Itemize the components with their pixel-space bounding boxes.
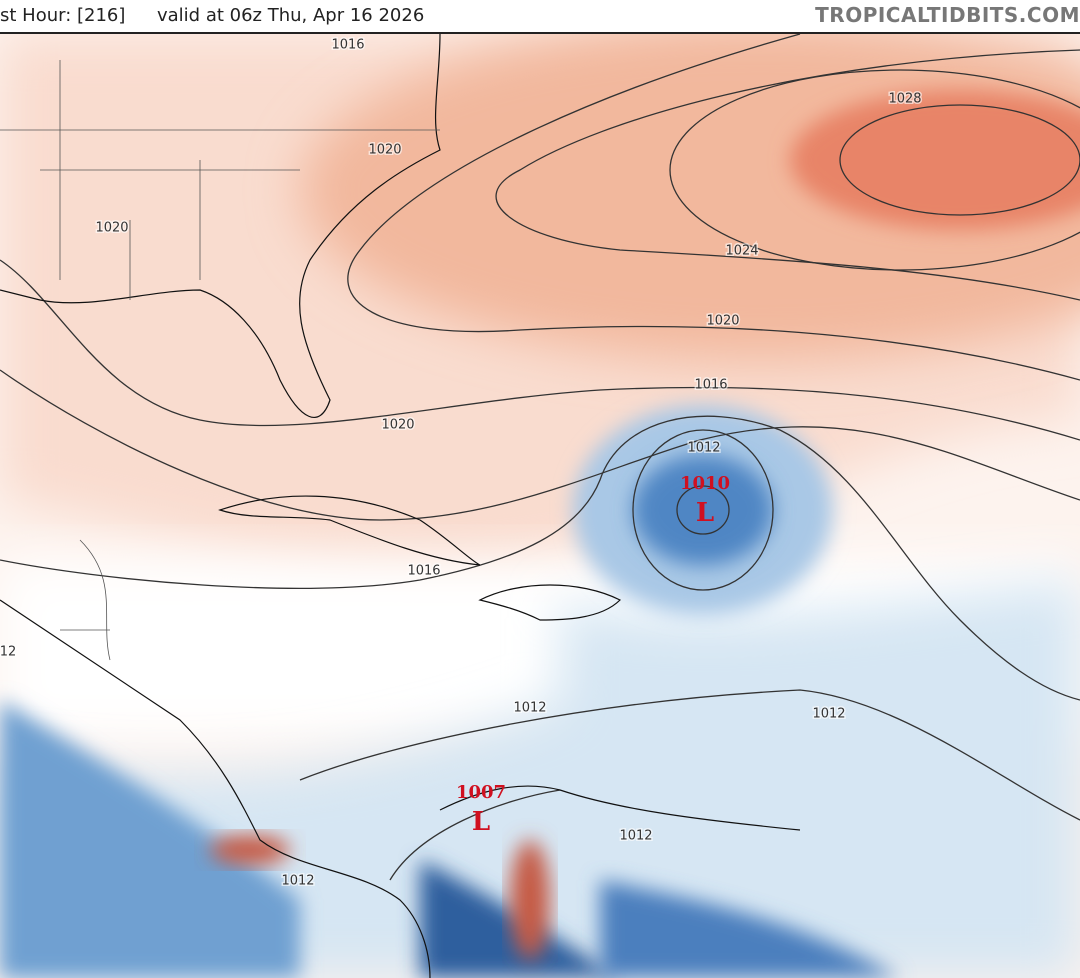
isobar-label: 1028 — [888, 92, 921, 107]
pressure-map: 1016 1020 1020 1028 1024 1020 1016 1020 1012 1016… — [0, 34, 1080, 978]
isobar-label: 1020 — [381, 418, 414, 433]
isobar-label: 1012 — [687, 441, 720, 456]
isobar-label: 1020 — [368, 143, 401, 158]
isobar-label: 1012 — [812, 707, 845, 722]
isobar-label: 1016 — [331, 38, 364, 53]
forecast-hour: st Hour: [216] — [0, 5, 126, 26]
isobar-label: 1012 — [281, 874, 314, 889]
isobar-label: 12 — [0, 645, 16, 660]
header: st Hour: [216] valid at 06z Thu, Apr 16 … — [0, 0, 1080, 34]
pressure-centers: 1010 L 1007 L — [456, 473, 730, 837]
isobar-label: 1012 — [619, 829, 652, 844]
isobar-labels: 1016 1020 1020 1028 1024 1020 1016 1020 1012 1016… — [0, 36, 923, 890]
center-pressure: 1010 — [680, 473, 730, 494]
isobars — [0, 34, 1080, 881]
isobar-label: 1024 — [725, 244, 758, 259]
isobar-label: 1016 — [407, 564, 440, 579]
shading — [0, 34, 1080, 978]
center-symbol: L — [472, 807, 490, 837]
isobar-label: 1020 — [706, 314, 739, 329]
isobar-label: 1012 — [513, 701, 546, 716]
site-name: TROPICALTIDBITS.COM — [815, 3, 1080, 27]
center-symbol: L — [696, 498, 714, 528]
isobar-label: 1016 — [694, 378, 727, 393]
coastlines — [0, 34, 801, 978]
valid-time: valid at 06z Thu, Apr 16 2026 — [157, 5, 425, 26]
isobar-label: 1020 — [95, 221, 128, 236]
center-pressure: 1007 — [456, 782, 506, 803]
